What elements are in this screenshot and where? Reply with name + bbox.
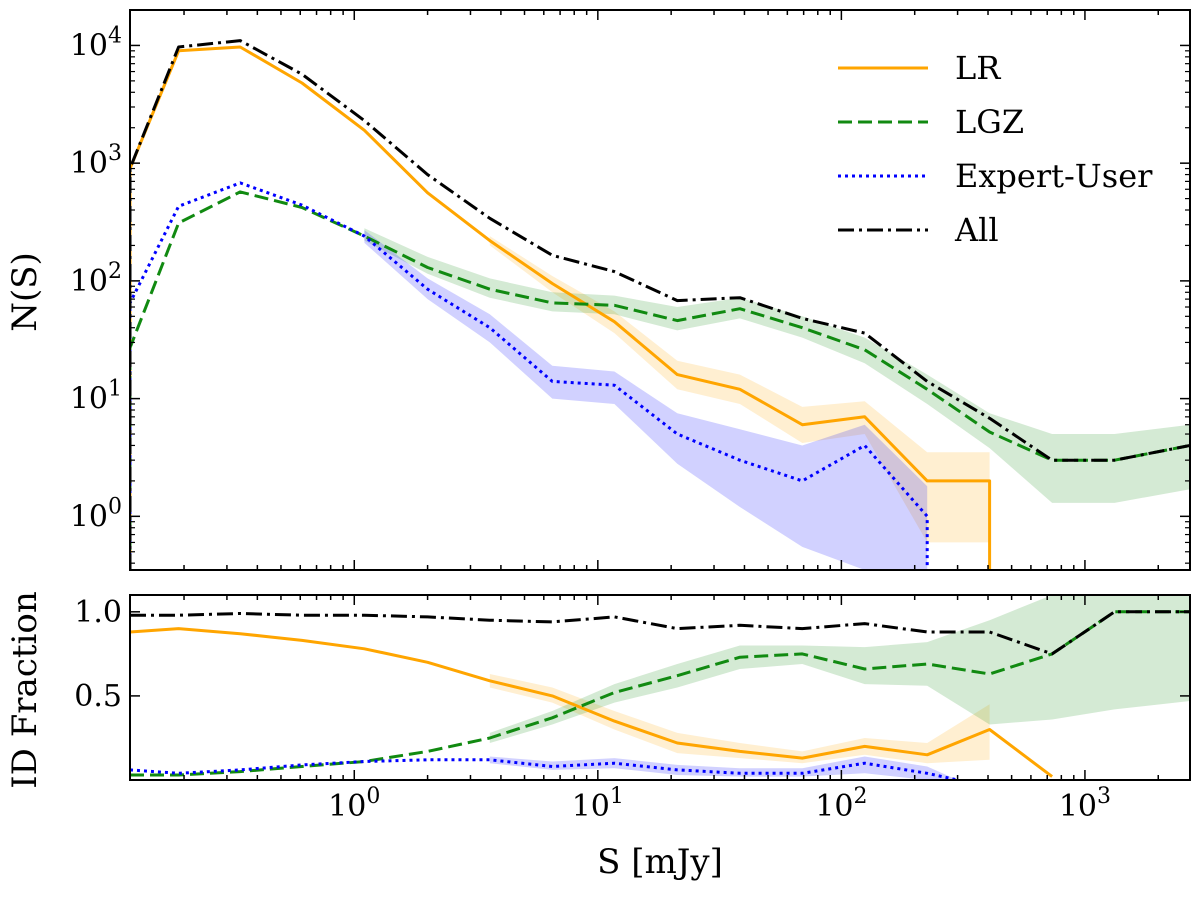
legend-label: LGZ xyxy=(955,103,1024,141)
bottom-axes: 100 101 102 103 0.5 1.0 xyxy=(74,594,1191,824)
bottom-series-lines xyxy=(130,610,1190,780)
y-tick-label-top: 104 xyxy=(70,23,122,63)
top-band-expert-user xyxy=(364,230,928,570)
x-tick-label: 100 xyxy=(328,784,380,824)
bottom-line-lgz xyxy=(130,610,1190,777)
x-tick-label: 101 xyxy=(572,784,624,824)
top-frame xyxy=(129,9,1191,571)
bottom-line-all xyxy=(130,610,1190,656)
x-tick-label: 103 xyxy=(1059,784,1111,824)
bottom-line-lr xyxy=(130,627,1054,778)
y-axis-label-bottom: ID Fraction xyxy=(5,591,45,789)
y-tick-label-top: 103 xyxy=(70,141,122,181)
x-tick-label: 102 xyxy=(815,784,867,824)
y-tick-label-top: 102 xyxy=(70,259,122,299)
top-axes: 100 101 102 103 104 xyxy=(70,9,1191,571)
bottom-band-lr xyxy=(489,674,990,764)
y-axis-label-top: N(S) xyxy=(5,252,45,332)
y-tick-label-bottom: 1.0 xyxy=(74,595,122,630)
top-band-lgz xyxy=(364,228,1190,503)
y-tick-label-top: 101 xyxy=(70,377,122,417)
top-line-lgz xyxy=(130,190,1190,570)
bottom-frame xyxy=(129,594,1191,781)
top-line-expert-user xyxy=(130,181,929,570)
top-uncertainty-bands xyxy=(364,228,1190,570)
top-series-lines xyxy=(130,39,1190,570)
top-line-all xyxy=(130,39,1190,570)
legend: LR LGZ Expert-User All xyxy=(838,49,1153,249)
bottom-band-lgz xyxy=(489,595,1190,743)
legend-label: Expert-User xyxy=(955,157,1153,195)
legend-label: All xyxy=(954,211,999,249)
legend-label: LR xyxy=(955,49,1001,87)
y-tick-label-bottom: 0.5 xyxy=(74,679,122,714)
y-tick-label-top: 100 xyxy=(70,494,122,534)
x-axis-label: S [mJy] xyxy=(597,842,723,882)
bottom-line-expert-user xyxy=(130,758,958,780)
